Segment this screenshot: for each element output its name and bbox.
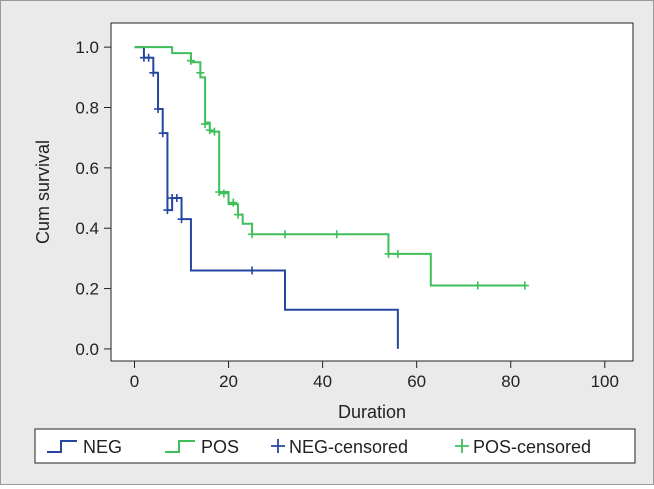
pos-censored-mark bbox=[393, 249, 402, 258]
y-tick-label: 0.8 bbox=[75, 99, 99, 118]
y-tick-label: 0.2 bbox=[75, 280, 99, 299]
legend-neg-censored-swatch bbox=[271, 439, 285, 453]
neg-censored-mark bbox=[177, 215, 186, 224]
x-tick-label: 40 bbox=[313, 372, 332, 391]
legend-items: NEG POS NEG-censored POS-censored bbox=[47, 437, 591, 457]
neg-censored-mark bbox=[154, 105, 163, 114]
y-tick-label: 0.6 bbox=[75, 159, 99, 178]
neg-censored-mark bbox=[172, 194, 181, 203]
legend-pos-label: POS bbox=[201, 437, 239, 457]
legend-pos-swatch bbox=[165, 440, 195, 453]
neg-censored-mark bbox=[248, 266, 257, 275]
y-axis: 0.0 0.2 0.4 0.6 0.8 1.0 bbox=[75, 38, 111, 359]
y-tick-label: 0.0 bbox=[75, 340, 99, 359]
series-layer bbox=[134, 46, 529, 349]
x-tick-label: 80 bbox=[501, 372, 520, 391]
x-tick-label: 60 bbox=[407, 372, 426, 391]
x-tick-label: 20 bbox=[219, 372, 238, 391]
pos-censored-mark bbox=[332, 230, 341, 239]
pos-censored-mark bbox=[384, 249, 393, 258]
pos-censored-mark bbox=[248, 230, 257, 239]
pos-censored-mark bbox=[196, 68, 205, 77]
pos-censored-mark bbox=[215, 188, 224, 196]
pos-censored-mark bbox=[473, 281, 482, 290]
neg-censored-mark bbox=[144, 53, 153, 62]
pos-censored-mark bbox=[205, 126, 214, 135]
x-tick-label: 0 bbox=[130, 372, 139, 391]
y-tick-label: 1.0 bbox=[75, 38, 99, 57]
y-axis-label: Cum survival bbox=[33, 140, 53, 244]
legend-pos-censored-swatch bbox=[455, 439, 469, 453]
neg-censored-mark bbox=[158, 129, 167, 138]
y-tick-label: 0.4 bbox=[75, 219, 99, 238]
legend bbox=[34, 428, 636, 464]
pos-censored-mark bbox=[233, 210, 242, 219]
neg-censored-mark bbox=[149, 68, 158, 77]
x-axis-label: Duration bbox=[338, 402, 406, 422]
plot-area bbox=[110, 22, 634, 362]
pos-censored-mark bbox=[229, 198, 238, 207]
pos-censored-mark bbox=[201, 120, 210, 129]
x-axis: 0 20 40 60 80 100 bbox=[130, 361, 619, 391]
neg-censored-mark bbox=[163, 206, 172, 215]
pos-censored-mark bbox=[281, 230, 289, 239]
legend-neg-censored-label: NEG-censored bbox=[289, 437, 408, 457]
x-tick-label: 100 bbox=[591, 372, 619, 391]
pos-censored-mark bbox=[219, 189, 228, 198]
legend-neg-swatch bbox=[47, 440, 77, 453]
legend-neg-label: NEG bbox=[83, 437, 122, 457]
pos-censored-mark bbox=[186, 56, 195, 65]
legend-pos-censored-label: POS-censored bbox=[473, 437, 591, 457]
pos-censored-mark bbox=[210, 127, 219, 136]
pos-censored-mark bbox=[520, 281, 529, 290]
